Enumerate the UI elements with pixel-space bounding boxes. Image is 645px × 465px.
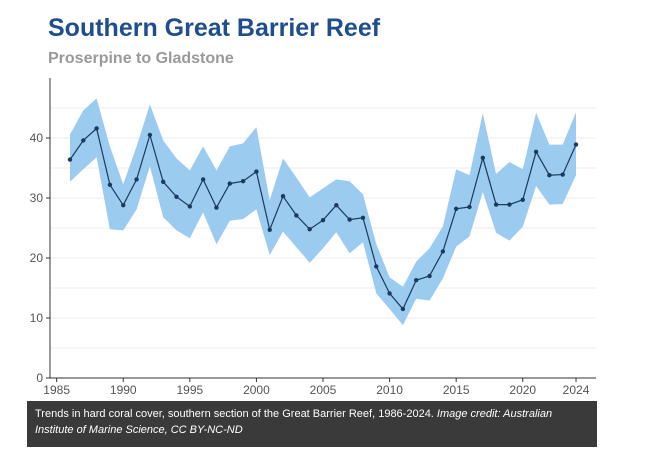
data-point-1993 — [160, 179, 166, 184]
x-tick-label: 2000 — [243, 383, 270, 397]
data-point-2019 — [507, 202, 512, 207]
y-tick-label: 0 — [36, 371, 43, 385]
data-point-2006 — [334, 203, 339, 208]
data-point-2002 — [280, 194, 286, 199]
data-point-2012 — [414, 278, 419, 283]
data-point-2014 — [440, 249, 446, 254]
chart-subtitle: Proserpine to Gladstone — [48, 50, 234, 67]
data-point-2005 — [320, 218, 326, 223]
data-point-1989 — [107, 182, 113, 187]
y-tick-label: 10 — [30, 311, 44, 325]
data-point-1988 — [94, 126, 99, 131]
data-point-2008 — [360, 215, 366, 220]
data-point-2004 — [307, 227, 312, 232]
data-point-1997 — [214, 205, 219, 210]
x-tick-label: 2005 — [310, 383, 337, 397]
data-point-2001 — [267, 227, 272, 232]
x-tick-label: 2020 — [509, 383, 536, 397]
data-point-1995 — [187, 204, 193, 209]
x-tick-label: 1995 — [176, 383, 203, 397]
data-point-1990 — [121, 203, 126, 208]
y-tick-label: 20 — [30, 251, 44, 265]
data-point-2017 — [480, 155, 486, 160]
data-point-1996 — [200, 177, 206, 182]
confidence-band — [70, 98, 576, 326]
confidence-band-area — [70, 98, 576, 326]
data-points — [67, 126, 579, 312]
data-point-1999 — [240, 179, 246, 184]
data-point-2011 — [400, 306, 406, 312]
coral-cover-chart: 0 10 20 30 40 1985 1990 1995 2000 2005 2010 2015 202… — [30, 78, 596, 397]
x-tick-label: 2015 — [443, 383, 470, 397]
data-point-2009 — [374, 264, 379, 269]
data-point-2023 — [560, 172, 565, 177]
image-caption: Trends in hard coral cover, southern sec… — [27, 401, 597, 447]
data-point-1998 — [227, 181, 232, 186]
data-point-2007 — [347, 217, 352, 222]
x-tick-label: 1985 — [43, 383, 70, 397]
data-point-2013 — [427, 273, 432, 279]
data-point-2022 — [547, 173, 552, 178]
data-point-1994 — [174, 194, 179, 199]
data-point-2018 — [493, 202, 499, 207]
x-tick-label: 1990 — [110, 383, 137, 397]
data-point-1991 — [134, 177, 139, 182]
data-point-2003 — [294, 213, 299, 218]
caption-text: Trends in hard coral cover, southern sec… — [35, 408, 437, 420]
caption-credit: Image credit: Australian Institute of Ma… — [35, 408, 553, 436]
y-tick-label: 40 — [30, 131, 44, 145]
x-tick-label: 2010 — [376, 383, 403, 397]
data-point-2010 — [387, 291, 392, 296]
data-point-2024 — [573, 142, 579, 147]
axes: 0 10 20 30 40 1985 1990 1995 2000 2005 2010 2015 202… — [30, 78, 596, 397]
data-point-1987 — [81, 138, 86, 143]
data-point-2000 — [254, 169, 259, 174]
data-point-2015 — [453, 206, 459, 211]
chart-title: Southern Great Barrier Reef — [48, 14, 381, 42]
x-tick-label: 2024 — [563, 383, 590, 397]
data-point-2016 — [467, 204, 472, 210]
data-point-2020 — [520, 197, 525, 202]
data-point-2021 — [533, 149, 539, 154]
data-point-1992 — [147, 132, 153, 138]
y-tick-label: 30 — [30, 191, 44, 205]
data-point-1986 — [67, 157, 73, 162]
